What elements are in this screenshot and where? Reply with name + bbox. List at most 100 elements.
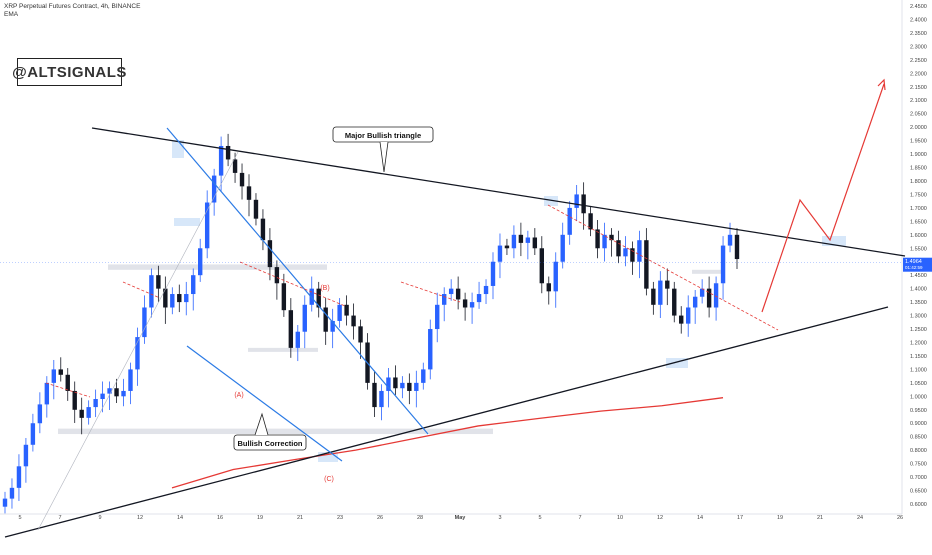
candle-body <box>225 145 231 160</box>
candle-body <box>386 377 391 391</box>
candle-body <box>539 248 544 284</box>
x-tick-label: 19 <box>777 515 783 521</box>
candle-body <box>351 315 356 327</box>
candle-body <box>469 302 475 308</box>
sr-zone <box>692 269 722 274</box>
projection-path <box>761 83 885 313</box>
y-tick-label: 1.7000 <box>910 206 927 212</box>
y-tick-label: 0.7500 <box>910 462 927 468</box>
x-tick-label: 21 <box>297 515 303 521</box>
candle-body <box>546 283 551 292</box>
candle-body <box>497 245 503 262</box>
candle-body <box>734 234 740 260</box>
candle-body <box>713 283 719 308</box>
candle-body <box>16 466 22 488</box>
candle-body <box>191 275 196 295</box>
pivot-highlight <box>822 236 846 246</box>
candle-body <box>344 304 349 316</box>
pivot-highlight <box>544 196 558 206</box>
candle-body <box>323 307 328 332</box>
candle-body <box>156 275 161 289</box>
candle-body <box>581 194 586 214</box>
candle-body <box>686 307 691 324</box>
candle-body <box>630 248 635 262</box>
y-tick-label: 2.1000 <box>910 98 927 104</box>
y-tick-label: 0.6000 <box>910 502 927 508</box>
y-tick-label: 2.3500 <box>910 31 927 37</box>
dashed-trendline <box>45 382 91 398</box>
channel-lower-line <box>186 345 343 462</box>
candle-body <box>288 310 294 348</box>
y-tick-label: 1.9500 <box>910 139 927 145</box>
candle-body <box>246 186 252 200</box>
candle-body <box>121 390 126 397</box>
candle-body <box>588 213 593 230</box>
y-tick-label: 0.8000 <box>910 448 927 454</box>
candle-body <box>260 218 266 241</box>
candle-body <box>616 240 621 257</box>
candle-body <box>483 285 489 295</box>
candle-body <box>504 245 510 249</box>
candle-body <box>149 275 154 308</box>
wave-c-label: (C) <box>324 476 334 483</box>
candle-body <box>114 388 119 397</box>
x-tick-label: 14 <box>697 515 703 521</box>
candle-body <box>128 369 133 391</box>
y-tick-label: 1.0500 <box>910 381 927 387</box>
wave-b-label: (B) <box>320 285 329 292</box>
candle-body <box>211 175 217 203</box>
y-tick-label: 1.0000 <box>910 394 927 400</box>
candle-body <box>435 304 440 330</box>
candle-body <box>651 288 656 305</box>
candle-body <box>525 237 531 243</box>
y-tick-label: 1.8000 <box>910 179 927 185</box>
x-tick-label: 28 <box>417 515 423 521</box>
candle-body <box>421 369 426 383</box>
candle-body <box>665 280 670 289</box>
x-tick-label: 16 <box>217 515 223 521</box>
x-tick-label: 26 <box>897 515 903 521</box>
candle-body <box>239 172 245 187</box>
y-tick-label: 1.2500 <box>910 327 927 333</box>
candle-body <box>65 374 70 391</box>
y-tick-label: 1.7500 <box>910 192 927 198</box>
ema-line <box>171 397 724 489</box>
last-price-countdown: 01:42:59 <box>905 265 923 270</box>
x-tick-label: 19 <box>257 515 263 521</box>
candle-body <box>720 245 726 284</box>
candle-body <box>637 240 642 262</box>
candle-body <box>163 288 168 308</box>
candle-body <box>393 377 398 389</box>
candle-body <box>232 159 238 173</box>
correction-callout-box <box>233 434 307 451</box>
x-tick-label: 21 <box>817 515 823 521</box>
x-tick-label: 7 <box>58 515 61 521</box>
dashed-trendline <box>122 281 161 299</box>
candle-body <box>455 288 461 300</box>
candle-body <box>142 307 147 338</box>
y-tick-label: 1.6000 <box>910 233 927 239</box>
candle-body <box>198 248 203 276</box>
candle-body <box>602 234 607 249</box>
candle-body <box>672 288 677 316</box>
guide-diagonal <box>37 151 239 531</box>
triangle-lower-line <box>4 306 889 538</box>
x-tick-label: 7 <box>578 515 581 521</box>
candle-body <box>37 404 43 424</box>
y-tick-label: 0.9500 <box>910 408 927 414</box>
candle-body <box>30 423 36 445</box>
symbol-title: XRP Perpetual Futures Contract, 4h, BINA… <box>4 3 141 10</box>
candle-body <box>93 399 98 408</box>
correction-label: Bullish Correction <box>237 439 302 448</box>
candle-body <box>302 304 307 332</box>
candle-body <box>358 326 363 343</box>
triangle-label: Major Bullish triangle <box>345 131 421 140</box>
candle-body <box>9 487 15 499</box>
y-tick-label: 1.6500 <box>910 219 927 225</box>
candle-body <box>170 294 175 308</box>
candle-body <box>330 320 335 332</box>
pivot-highlight <box>174 218 200 226</box>
x-tick-label: 9 <box>98 515 101 521</box>
